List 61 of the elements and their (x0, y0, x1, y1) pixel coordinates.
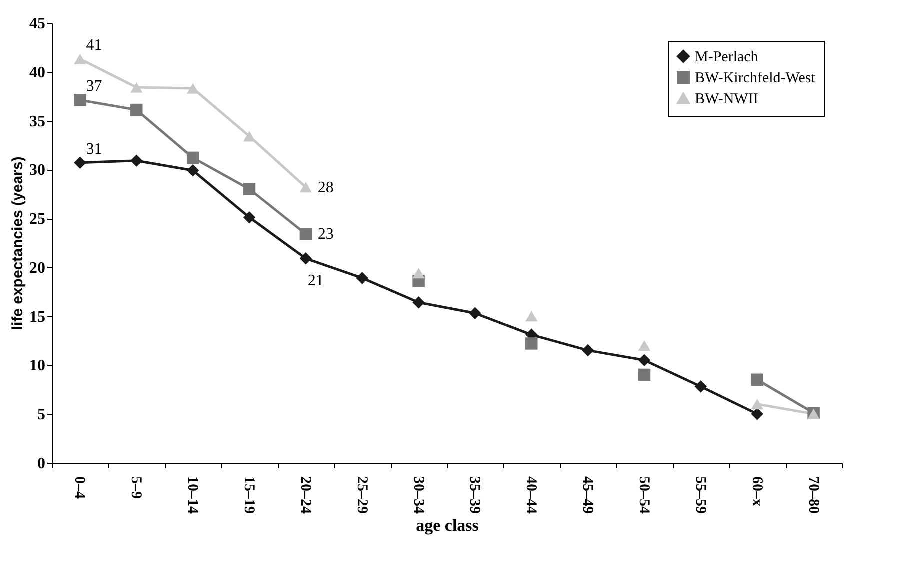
point (356, 272, 368, 284)
y-tick-label: 35 (30, 113, 46, 130)
point (694, 380, 708, 393)
legend-label: M-Perlach (695, 50, 759, 66)
point (638, 340, 651, 351)
x-tick-label: 30–34 (410, 476, 426, 514)
data-label: 23 (318, 226, 334, 244)
x-tick-label: 5–9 (128, 476, 144, 499)
point (300, 228, 312, 240)
point (243, 211, 256, 224)
y-tick-label: 10 (30, 358, 46, 375)
point (243, 183, 256, 196)
point (751, 374, 764, 386)
point (526, 338, 538, 350)
data-label: 21 (308, 272, 324, 290)
x-tick-label: 45–49 (580, 476, 596, 514)
legend-label: BW-NWII (695, 92, 758, 108)
point (582, 344, 594, 357)
point (412, 296, 425, 309)
point (74, 54, 86, 64)
point (412, 268, 425, 279)
point (186, 164, 200, 177)
point (130, 104, 143, 116)
y-tick-label: 20 (30, 260, 46, 277)
point (300, 182, 312, 193)
point (638, 354, 651, 366)
data-label: 41 (86, 37, 102, 54)
point (526, 311, 538, 322)
y-tick-label: 30 (30, 162, 46, 180)
x-tick-label: 25–29 (354, 476, 370, 514)
point (300, 252, 312, 265)
y-tick-label: 0 (38, 456, 46, 472)
x-tick-label: 55–59 (692, 476, 708, 514)
y-tick-label: 25 (30, 211, 46, 228)
x-tick-label: 50–54 (636, 476, 652, 514)
x-tick-label: 0–4 (72, 476, 88, 500)
point (186, 152, 200, 164)
x-tick-label: 10–14 (184, 476, 201, 514)
legend-label: BW-Kirchfeld-West (695, 70, 816, 86)
point (469, 307, 482, 320)
point (130, 154, 143, 167)
data-label: 37 (86, 78, 102, 96)
x-tick-label: 70–80 (805, 476, 822, 514)
point (74, 156, 86, 169)
point (751, 399, 764, 410)
x-tick-label: 20–24 (297, 476, 314, 514)
x-tick-label: 35–39 (466, 476, 483, 514)
y-tick-label: 5 (38, 406, 46, 424)
data-label: 31 (86, 140, 102, 158)
y-tick-label: 15 (30, 308, 46, 326)
y-tick-label: 40 (30, 64, 46, 82)
x-tick-label: 40–44 (523, 476, 540, 514)
y-axis-title: life expectancies (years) (10, 156, 26, 330)
point (74, 94, 86, 106)
x-tick-label: 60–x (748, 476, 765, 507)
data-label: 28 (318, 179, 334, 196)
point (130, 82, 143, 93)
point (638, 368, 651, 382)
x-axis-title: age class (416, 516, 480, 535)
x-tick-label: 15–19 (241, 476, 257, 514)
y-tick-label: 45 (30, 16, 46, 32)
